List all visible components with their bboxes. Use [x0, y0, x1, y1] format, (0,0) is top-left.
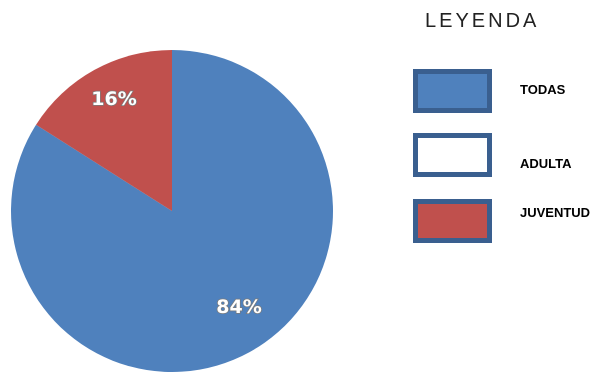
slice-label-84: 84% [216, 296, 261, 318]
legend-title: LEYENDA [425, 10, 540, 32]
legend-swatch-juventud [413, 199, 492, 243]
pie-slice-84 [10, 50, 334, 372]
pie-slice-16 [36, 50, 173, 211]
legend-swatch-todas [413, 69, 492, 113]
legend-label-todas: TODAS [520, 82, 566, 97]
legend-label-juventud: JUVENTUD [520, 205, 591, 220]
legend: LEYENDA TODAS ADULTA JUVENTUD [400, 0, 598, 372]
slice-label-16: 16% [91, 88, 136, 110]
pie-chart: 84% 16% [10, 50, 334, 372]
legend-swatch-adulta [413, 133, 492, 177]
legend-label-adulta: ADULTA [520, 156, 572, 171]
